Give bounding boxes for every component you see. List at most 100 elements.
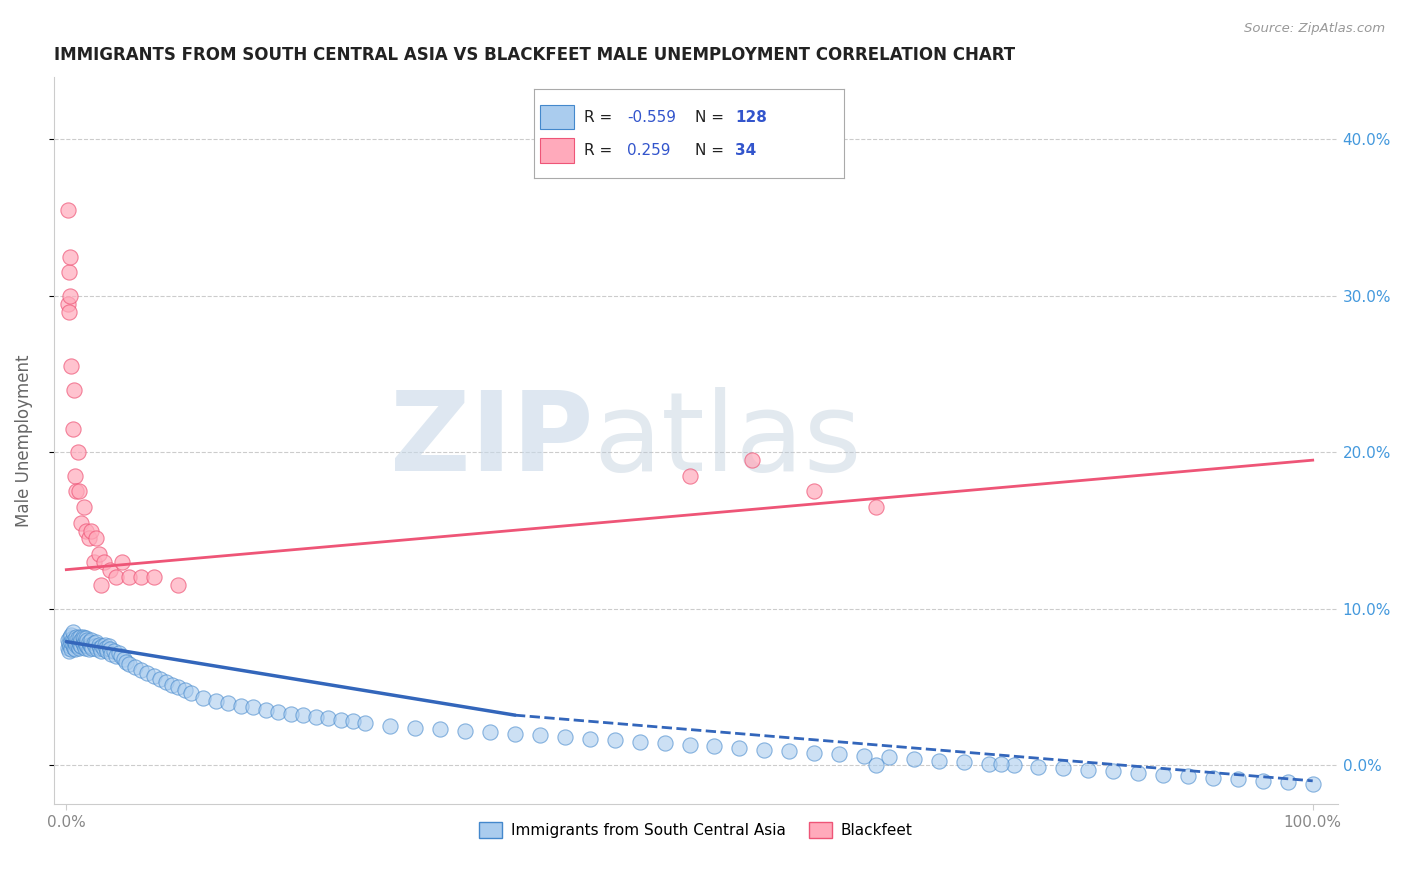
Point <box>1277 775 1299 789</box>
Text: IMMIGRANTS FROM SOUTH CENTRAL ASIA VS BLACKFEET MALE UNEMPLOYMENT CORRELATION CH: IMMIGRANTS FROM SOUTH CENTRAL ASIA VS BL… <box>53 46 1015 64</box>
Point <box>105 648 128 663</box>
Point <box>60 634 83 648</box>
Point <box>73 632 96 646</box>
Point <box>1028 760 1050 774</box>
Point <box>72 636 94 650</box>
Point <box>654 736 676 750</box>
Point <box>63 642 86 657</box>
Point <box>111 555 134 569</box>
Point <box>77 634 100 648</box>
Point <box>103 644 125 658</box>
Point <box>58 636 80 650</box>
Point <box>990 756 1012 771</box>
Point <box>77 532 100 546</box>
Point <box>117 657 139 671</box>
Text: ZIP: ZIP <box>389 387 593 494</box>
Point <box>1002 758 1025 772</box>
Point <box>1302 777 1324 791</box>
Point <box>1177 769 1199 783</box>
Point <box>1226 772 1249 787</box>
Point <box>1052 761 1074 775</box>
Point <box>115 655 138 669</box>
Point <box>454 723 477 738</box>
Point <box>90 578 112 592</box>
Point <box>678 468 700 483</box>
Point <box>342 714 364 729</box>
Point <box>503 727 526 741</box>
Point <box>56 640 79 655</box>
Point <box>70 640 93 654</box>
Point <box>173 683 195 698</box>
Point <box>80 633 103 648</box>
Point <box>1152 767 1174 781</box>
Point <box>110 648 132 663</box>
Point <box>83 555 105 569</box>
Point <box>98 642 121 657</box>
Point <box>69 638 91 652</box>
Point <box>803 746 825 760</box>
Point <box>96 644 118 658</box>
Text: R =: R = <box>583 110 617 125</box>
Point <box>129 663 152 677</box>
Point <box>62 640 84 655</box>
Point <box>928 754 950 768</box>
Point <box>70 633 93 648</box>
Point <box>1077 763 1099 777</box>
Point <box>105 570 128 584</box>
Point <box>1128 766 1150 780</box>
Point <box>316 711 339 725</box>
Point <box>803 484 825 499</box>
Point <box>628 735 651 749</box>
Point <box>292 708 315 723</box>
Point <box>93 642 115 657</box>
Point <box>479 725 502 739</box>
Point <box>98 563 121 577</box>
Point <box>59 630 82 644</box>
Point <box>76 640 98 654</box>
Point <box>167 578 190 592</box>
Point <box>94 638 117 652</box>
Point <box>741 453 763 467</box>
Point <box>73 638 96 652</box>
Text: 128: 128 <box>735 110 768 125</box>
Point <box>903 752 925 766</box>
Text: -0.559: -0.559 <box>627 110 676 125</box>
Point <box>529 729 551 743</box>
Text: N =: N = <box>695 143 734 158</box>
Point <box>59 250 82 264</box>
Point <box>354 716 377 731</box>
Point <box>112 652 135 666</box>
Point <box>865 758 887 772</box>
Point <box>404 721 426 735</box>
Point <box>129 570 152 584</box>
Point <box>254 703 277 717</box>
Point <box>107 646 129 660</box>
Point <box>167 680 190 694</box>
Point <box>1102 764 1125 779</box>
Point <box>280 706 302 721</box>
Point <box>865 500 887 514</box>
Point <box>142 570 165 584</box>
Point <box>124 659 146 673</box>
Point <box>56 202 79 217</box>
Point <box>60 642 83 657</box>
Point <box>67 484 90 499</box>
Point <box>217 696 239 710</box>
Point <box>96 640 118 655</box>
Point <box>65 638 87 652</box>
Point <box>62 383 84 397</box>
Text: R =: R = <box>583 143 621 158</box>
Point <box>62 632 84 646</box>
Point <box>66 445 89 459</box>
Point <box>62 422 84 436</box>
Point <box>242 700 264 714</box>
Text: 34: 34 <box>735 143 756 158</box>
FancyBboxPatch shape <box>540 138 575 162</box>
Point <box>162 678 184 692</box>
Point <box>578 731 600 746</box>
Point <box>83 636 105 650</box>
Y-axis label: Male Unemployment: Male Unemployment <box>15 354 32 527</box>
Point <box>73 500 96 514</box>
Point <box>877 750 900 764</box>
Point <box>60 359 83 374</box>
